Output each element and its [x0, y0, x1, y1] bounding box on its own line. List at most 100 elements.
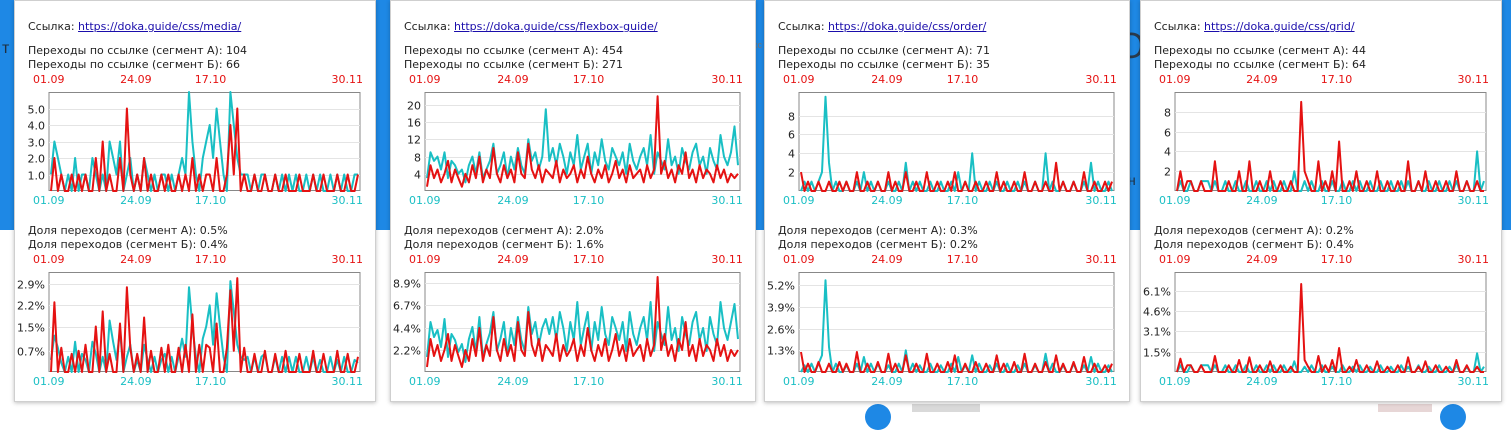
x-tick-label: 17.10: [946, 73, 979, 86]
date-row-top: 01.09 24.09 17.10 30.11: [1141, 73, 1501, 86]
share-segment-b: Доля переходов (сегмент Б): 0.4%: [1154, 238, 1354, 251]
x-tick-label: 17.10: [572, 253, 605, 266]
share-segment-b: Доля переходов (сегмент Б): 1.6%: [404, 238, 604, 251]
x-tick-label: 24.09: [1246, 253, 1278, 266]
y-tick-label: 20: [407, 100, 421, 113]
x-tick-label: 30.11: [1457, 194, 1490, 207]
x-tick-label: 24.09: [497, 375, 529, 388]
x-tick-label: 24.09: [871, 253, 903, 266]
x-tick-label: 01.09: [33, 194, 65, 207]
y-tick-label: 16: [407, 117, 421, 130]
series-line-segment-b: [426, 95, 739, 188]
x-tick-label: 30.11: [1457, 253, 1490, 266]
link-url[interactable]: https://doka.guide/css/grid/: [1204, 20, 1355, 33]
x-tick-label: 01.09: [1159, 253, 1191, 266]
x-tick-label: 24.09: [497, 194, 529, 207]
series-line-segment-b: [800, 161, 1113, 192]
x-tick-label: 17.10: [572, 194, 605, 207]
link-url[interactable]: https://doka.guide/css/flexbox-guide/: [454, 20, 658, 33]
link-row: Ссылка: https://doka.guide/css/order/: [778, 20, 986, 34]
x-tick-label: 30.11: [711, 73, 743, 86]
y-tick-label: 4: [1164, 146, 1171, 159]
link-label: Ссылка:: [28, 20, 75, 33]
date-row-bottom: 01.09 24.09 17.10 30.11: [391, 194, 755, 207]
background-fragment-4: н: [1128, 172, 1136, 188]
line-chart-clicks: 1.0 2.0 3.0 4.0 5.0: [28, 91, 361, 192]
y-tick-label: 2.6%: [767, 324, 795, 337]
y-tick-label: 4: [414, 169, 421, 182]
link-stats-card: Ссылка: https://doka.guide/css/flexbox-g…: [390, 0, 756, 402]
date-row-top: 01.09 24.09 17.10 30.11: [765, 253, 1129, 266]
x-tick-label: 24.09: [871, 375, 903, 388]
clicks-segment-b: Переходы по ссылке (сегмент Б): 271: [404, 58, 624, 71]
y-tick-label: 6: [1164, 127, 1171, 140]
x-tick-label: 17.10: [572, 73, 605, 86]
y-tick-label: 1.5%: [17, 322, 45, 335]
y-tick-label: 8: [414, 152, 421, 165]
series-line-segment-a: [50, 280, 359, 373]
y-tick-label: 4.6%: [1143, 306, 1171, 319]
link-row: Ссылка: https://doka.guide/css/grid/: [1154, 20, 1355, 34]
x-tick-label: 24.09: [1246, 194, 1278, 207]
x-tick-label: 01.09: [409, 73, 441, 86]
clicks-segment-a: Переходы по ссылке (сегмент А): 71: [778, 44, 991, 57]
series-line-segment-b: [50, 107, 359, 192]
x-tick-label: 17.10: [194, 194, 227, 207]
clicks-segment-a: Переходы по ссылке (сегмент А): 104: [28, 44, 248, 57]
y-tick-label: 2: [788, 167, 795, 180]
date-row-top: 01.09 24.09 17.10 30.11: [391, 253, 755, 266]
link-url[interactable]: https://doka.guide/css/order/: [828, 20, 987, 33]
date-row-bottom: 01.09 24.09 17.10 30.11: [15, 194, 375, 207]
x-tick-label: 17.10: [1320, 194, 1353, 207]
x-tick-label: 01.09: [783, 194, 815, 207]
date-row-bottom: 01.09 24.09 17.10 30.11: [1141, 375, 1501, 388]
link-label: Ссылка:: [404, 20, 451, 33]
plot-frame: [424, 92, 741, 191]
series-line-segment-a: [800, 279, 1113, 373]
line-chart-clicks: 2 4 6 8: [788, 92, 1115, 192]
plot-frame: [424, 272, 741, 372]
x-tick-label: 01.09: [33, 253, 65, 266]
share-segment-a: Доля переходов (сегмент А): 2.0%: [404, 224, 604, 237]
x-tick-label: 17.10: [572, 375, 605, 388]
x-tick-label: 24.09: [871, 194, 903, 207]
x-tick-label: 30.11: [711, 253, 743, 266]
x-tick-label: 01.09: [1159, 73, 1191, 86]
plot-frame: [798, 272, 1115, 372]
date-row-top: 01.09 24.09 17.10 30.11: [391, 73, 755, 86]
series-line-segment-a: [50, 91, 358, 192]
plot-frame: [48, 92, 361, 191]
link-label: Ссылка:: [1154, 20, 1201, 33]
clicks-segment-b: Переходы по ссылке (сегмент Б): 66: [28, 58, 241, 71]
y-tick-label: 8.9%: [393, 278, 421, 291]
x-tick-label: 30.11: [331, 73, 364, 86]
y-tick-label: 12: [407, 134, 421, 147]
date-row-bottom: 01.09 24.09 17.10 30.11: [391, 375, 755, 388]
line-chart-clicks: 4 8 12 16 20: [407, 92, 741, 191]
x-tick-label: 17.10: [1320, 73, 1353, 86]
y-tick-label: 8: [1164, 107, 1171, 120]
series-line-segment-b: [1176, 100, 1484, 192]
series-line-segment-b: [50, 277, 359, 373]
x-tick-label: 17.10: [194, 73, 227, 86]
x-tick-label: 01.09: [783, 375, 815, 388]
y-tick-label: 4: [788, 148, 795, 161]
y-tick-label: 2.2%: [393, 345, 421, 358]
y-tick-label: 1.0: [28, 170, 46, 183]
y-tick-label: 6.1%: [1143, 286, 1171, 299]
y-tick-label: 2.0: [28, 153, 46, 166]
y-tick-label: 8: [788, 111, 795, 124]
x-tick-label: 30.11: [331, 194, 364, 207]
line-chart-share: 1.5% 3.1% 4.6% 6.1%: [1143, 272, 1487, 373]
x-tick-label: 24.09: [497, 253, 529, 266]
y-tick-label: 6.7%: [393, 300, 421, 313]
x-tick-label: 24.09: [1246, 375, 1278, 388]
link-url[interactable]: https://doka.guide/css/media/: [78, 20, 242, 33]
line-chart-clicks: 2 4 6 8: [1164, 92, 1487, 192]
link-stats-card: Ссылка: https://doka.guide/css/order/Пер…: [764, 0, 1130, 402]
x-tick-label: 30.11: [1085, 375, 1117, 388]
x-tick-label: 30.11: [711, 375, 743, 388]
x-tick-label: 01.09: [33, 375, 65, 388]
x-tick-label: 24.09: [120, 73, 152, 86]
share-segment-a: Доля переходов (сегмент А): 0.5%: [28, 224, 228, 237]
